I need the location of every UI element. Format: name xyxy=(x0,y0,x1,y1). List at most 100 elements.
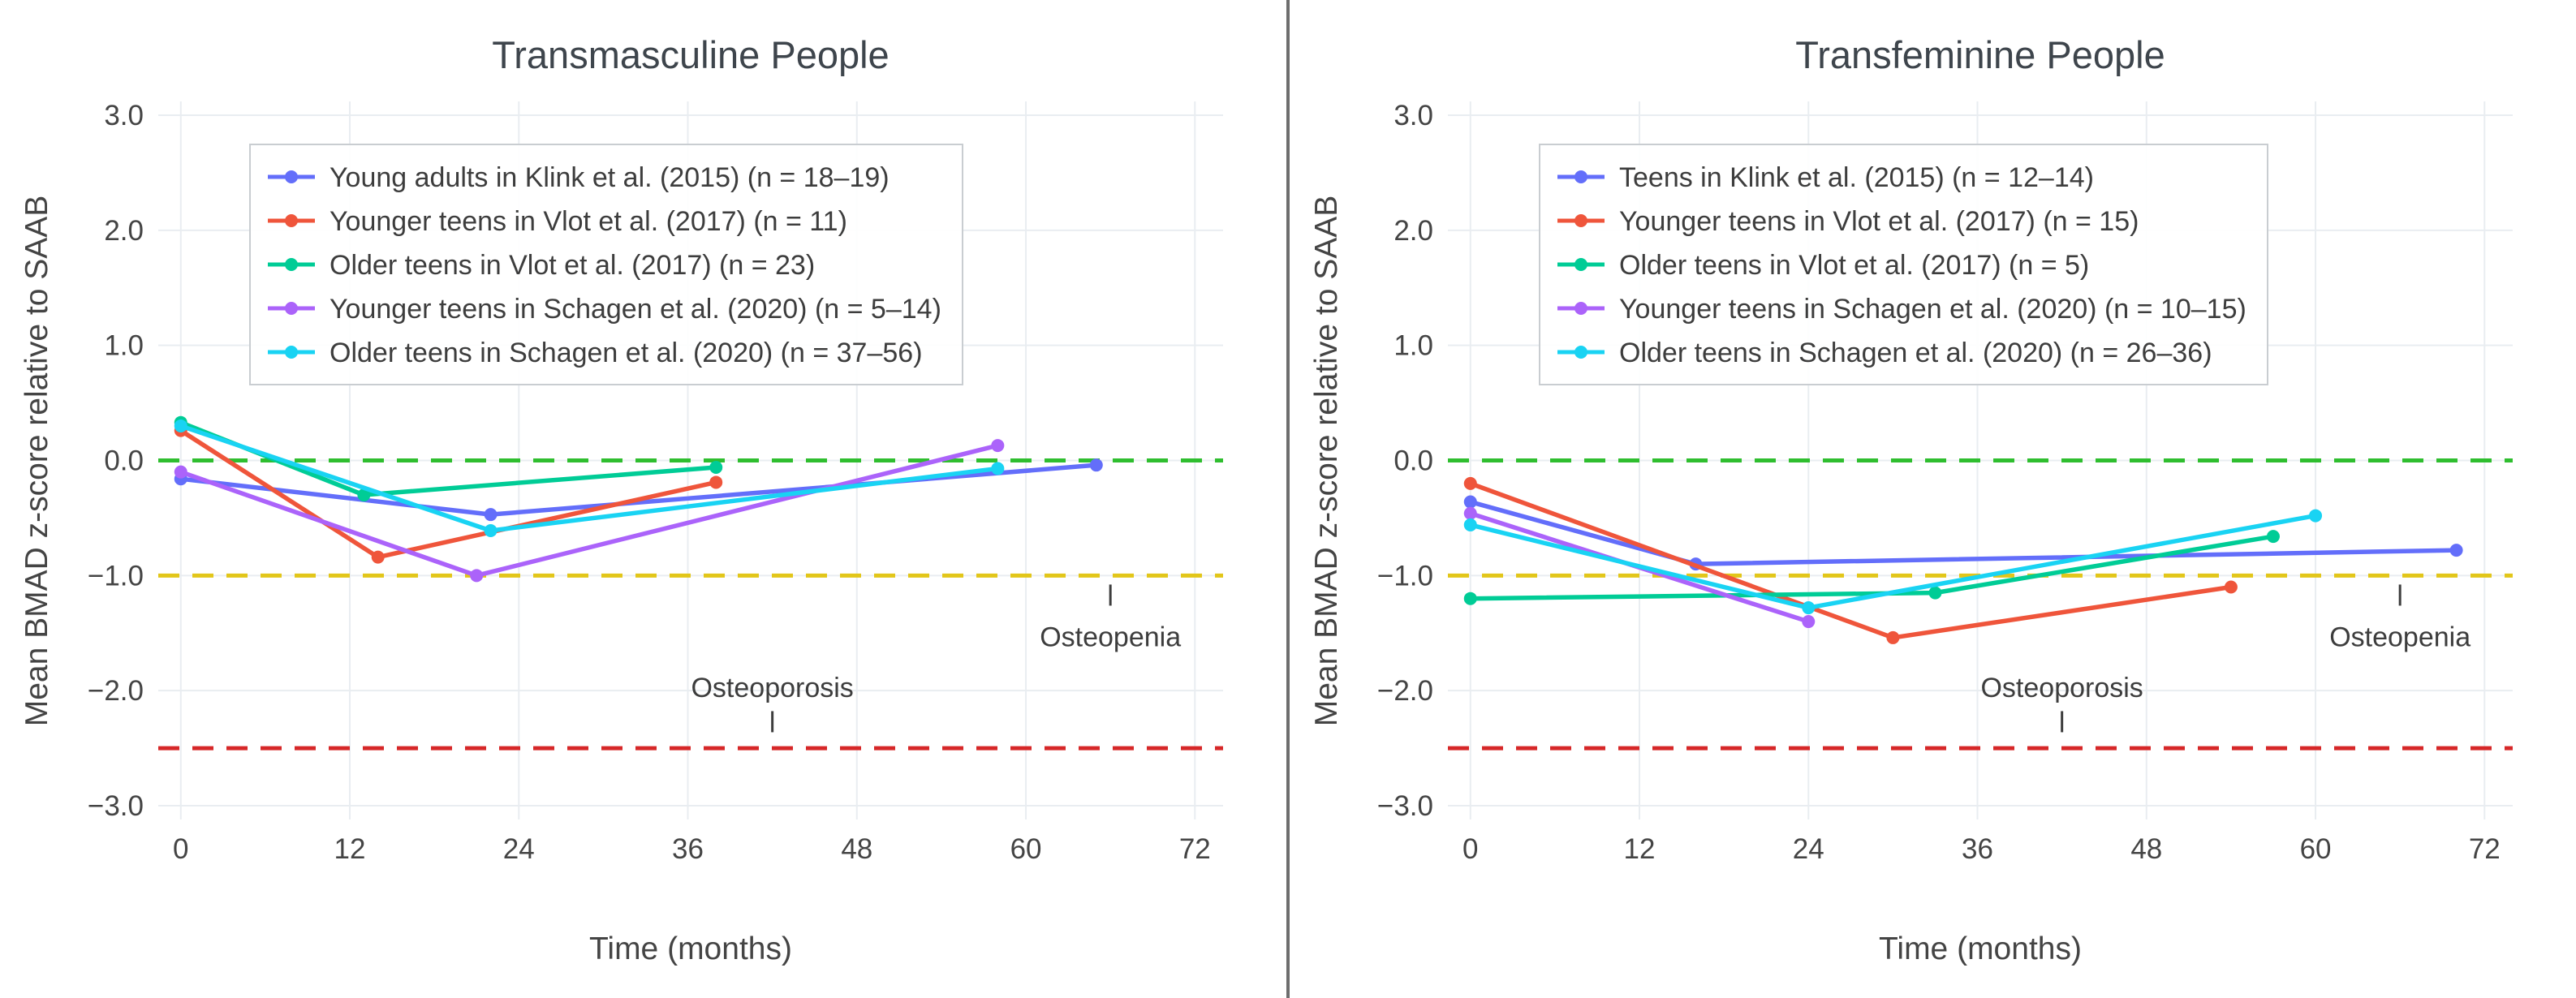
data-point-marker xyxy=(1463,506,1477,520)
legend-marker-swatch xyxy=(1574,302,1587,315)
legend-marker-swatch xyxy=(285,258,298,271)
x-tick-label: 12 xyxy=(334,833,366,865)
data-point-marker xyxy=(1089,458,1103,472)
data-point-marker xyxy=(1463,591,1477,605)
legend-label: Younger teens in Schagen et al. (2020) (… xyxy=(330,294,941,325)
x-tick-label: 24 xyxy=(503,833,535,865)
x-tick-label: 60 xyxy=(2300,833,2332,865)
legend-item[interactable]: Older teens in Vlot et al. (2017) (n = 5… xyxy=(1557,250,2089,281)
x-tick-label: 36 xyxy=(672,833,704,865)
y-tick-label: 3.0 xyxy=(1394,100,1433,131)
data-point-marker xyxy=(709,475,723,489)
data-point-marker xyxy=(470,569,484,583)
legend-marker-swatch xyxy=(1574,170,1587,183)
x-tick-label: 0 xyxy=(1462,833,1478,865)
data-point-marker xyxy=(484,508,498,522)
data-point-marker xyxy=(991,439,1005,453)
legend[interactable]: Teens in Klink et al. (2015) (n = 12–14)… xyxy=(1539,144,2268,385)
annotation-osteoporosis: Osteoporosis xyxy=(691,673,853,703)
data-point-marker xyxy=(371,550,385,564)
data-point-marker xyxy=(1928,586,1942,600)
y-tick-label: 2.0 xyxy=(104,215,144,247)
data-point-marker xyxy=(357,488,371,502)
legend-marker-swatch xyxy=(1574,214,1587,227)
legend-marker-swatch xyxy=(285,302,298,315)
series-line xyxy=(1468,499,2459,566)
y-tick-label: −1.0 xyxy=(88,560,144,591)
y-tick-label: 1.0 xyxy=(1394,330,1433,362)
legend-label: Older teens in Schagen et al. (2020) (n … xyxy=(330,338,923,368)
y-tick-label: −2.0 xyxy=(1377,675,1433,707)
legend-box xyxy=(249,144,963,385)
legend-label: Older teens in Schagen et al. (2020) (n … xyxy=(1619,338,2212,368)
data-point-marker xyxy=(2449,544,2463,557)
data-point-marker xyxy=(709,461,723,475)
data-point-marker xyxy=(1802,615,1816,629)
plot-transmasculine: 0 12 24 36 48 60 72 3.0 2.0 1.0 0.0 −1.0 −2.0 −3.0 Ost… xyxy=(88,100,1223,865)
data-point-marker xyxy=(991,462,1005,475)
legend-item[interactable]: Younger teens in Schagen et al. (2020) (… xyxy=(268,294,941,325)
x-tick-label: 24 xyxy=(1793,833,1824,865)
panel-transfeminine: Transfeminine People Mean BMAD z-score r… xyxy=(1290,0,2576,998)
legend-label: Older teens in Vlot et al. (2017) (n = 2… xyxy=(330,250,815,281)
panel-divider xyxy=(1286,0,1290,998)
legend-item[interactable]: Young adults in Klink et al. (2015) (n =… xyxy=(268,162,890,193)
x-tick-label: 12 xyxy=(1624,833,1656,865)
y-tick-label: 3.0 xyxy=(104,100,144,131)
data-point-marker xyxy=(174,419,187,432)
legend-item[interactable]: Older teens in Schagen et al. (2020) (n … xyxy=(1557,338,2212,368)
plot-transfeminine: 0 12 24 36 48 60 72 3.0 2.0 1.0 0.0 −1.0 −2.0 −3.0 Ost… xyxy=(1377,100,2513,865)
y-tick-label: 0.0 xyxy=(104,445,144,477)
y-tick-label: −2.0 xyxy=(88,675,144,707)
legend-label: Younger teens in Vlot et al. (2017) (n =… xyxy=(1619,206,2139,237)
chart-title-transmasculine: Transmasculine People xyxy=(492,33,890,76)
data-point-marker xyxy=(1886,630,1900,644)
y-tick-label: −3.0 xyxy=(1377,790,1433,822)
x-axis-title-transmasculine: Time (months) xyxy=(589,931,792,966)
legend-item[interactable]: Younger teens in Vlot et al. (2017) (n =… xyxy=(1557,206,2139,237)
y-tick-label: 2.0 xyxy=(1394,215,1433,247)
legend-label: Older teens in Vlot et al. (2017) (n = 5… xyxy=(1619,250,2089,281)
legend-label: Younger teens in Schagen et al. (2020) (… xyxy=(1619,294,2246,325)
chart-title-transfeminine: Transfeminine People xyxy=(1795,33,2165,76)
x-tick-label: 72 xyxy=(2469,833,2501,865)
legend-item[interactable]: Teens in Klink et al. (2015) (n = 12–14) xyxy=(1557,162,2094,193)
legend-marker-swatch xyxy=(1574,258,1587,271)
x-tick-label: 0 xyxy=(173,833,188,865)
legend-box xyxy=(1539,144,2268,385)
legend-marker-swatch xyxy=(285,170,298,183)
data-point-marker xyxy=(1802,601,1816,615)
data-point-marker xyxy=(2309,509,2323,523)
legend-label: Younger teens in Vlot et al. (2017) (n =… xyxy=(330,206,847,237)
legend-item[interactable]: Younger teens in Vlot et al. (2017) (n =… xyxy=(268,206,847,237)
annotation-osteopenia: Osteopenia xyxy=(1040,622,1181,652)
legend[interactable]: Young adults in Klink et al. (2015) (n =… xyxy=(249,144,963,385)
legend-item[interactable]: Younger teens in Schagen et al. (2020) (… xyxy=(1557,294,2246,325)
annotation-osteopenia: Osteopenia xyxy=(2329,622,2470,652)
y-tick-label: 1.0 xyxy=(104,330,144,362)
y-tick-label: −1.0 xyxy=(1377,560,1433,591)
data-point-marker xyxy=(484,524,498,538)
y-tick-label: −3.0 xyxy=(88,790,144,822)
legend-item[interactable]: Older teens in Schagen et al. (2020) (n … xyxy=(268,338,923,368)
y-tick-label: 0.0 xyxy=(1394,445,1433,477)
legend-item[interactable]: Older teens in Vlot et al. (2017) (n = 2… xyxy=(268,250,815,281)
data-point-marker xyxy=(2266,530,2280,544)
data-point-marker xyxy=(1463,476,1477,490)
annotation-osteoporosis: Osteoporosis xyxy=(1980,673,2143,703)
legend-marker-swatch xyxy=(285,214,298,227)
x-tick-label: 60 xyxy=(1010,833,1042,865)
legend-marker-swatch xyxy=(1574,346,1587,359)
data-point-marker xyxy=(174,465,187,479)
series-line xyxy=(179,428,718,560)
legend-label: Young adults in Klink et al. (2015) (n =… xyxy=(330,162,890,193)
legend-label: Teens in Klink et al. (2015) (n = 12–14) xyxy=(1619,162,2094,193)
panel-transmasculine: Transmasculine People Mean BMAD z-score … xyxy=(0,0,1286,998)
x-tick-label: 36 xyxy=(1962,833,1993,865)
data-point-marker xyxy=(1463,495,1477,509)
x-tick-label: 48 xyxy=(2130,833,2162,865)
x-tick-label: 48 xyxy=(841,833,872,865)
x-tick-label: 72 xyxy=(1179,833,1211,865)
legend-marker-swatch xyxy=(285,346,298,359)
